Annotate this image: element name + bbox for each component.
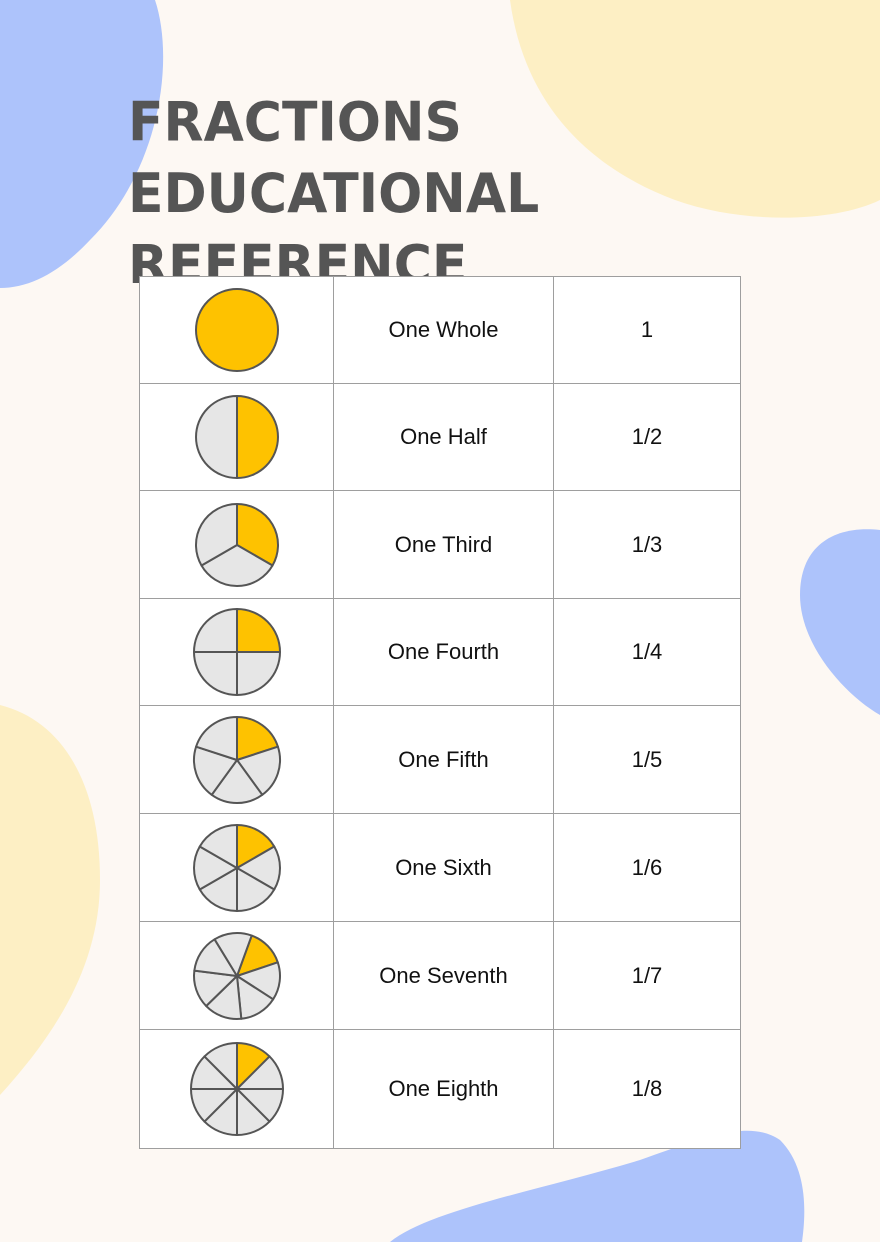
pie-slice-empty <box>192 608 238 653</box>
fraction-pie-cell <box>139 598 334 706</box>
pie-slice-empty <box>210 758 263 804</box>
table-row: One Sixth 1/6 <box>139 813 741 922</box>
decorative-blob-blue-top-left <box>0 0 164 288</box>
fraction-value: 1/5 <box>553 705 741 814</box>
pie-slice-empty <box>199 543 274 587</box>
fraction-name: One Eighth <box>333 1029 554 1149</box>
fraction-value: 1/2 <box>553 383 741 491</box>
pie-slice-empty <box>194 502 238 566</box>
page-title: Fractions Educational Reference <box>128 91 540 297</box>
fractions-table: One Whole 1 One Half 1/2 One Third 1/3 One Fou… <box>139 276 741 1149</box>
pie-slice-empty <box>235 745 281 796</box>
fraction-value: 1/4 <box>553 598 741 706</box>
pie-slice-empty <box>194 395 238 479</box>
fraction-pie-icon <box>189 1042 284 1136</box>
table-row: One Third 1/3 <box>139 490 741 599</box>
pie-slice-filled <box>235 608 281 653</box>
fraction-pie-icon <box>194 288 279 372</box>
table-row: One Eighth 1/8 <box>139 1029 741 1149</box>
fraction-name: One Fourth <box>333 598 554 706</box>
fraction-name: One Seventh <box>333 921 554 1030</box>
pie-slice-filled <box>235 395 279 479</box>
fraction-value: 1/8 <box>553 1029 741 1149</box>
fraction-name: One Fifth <box>333 705 554 814</box>
fraction-pie-cell <box>139 276 334 384</box>
decorative-blob-blue-right <box>800 529 880 715</box>
fraction-pie-icon <box>192 823 281 912</box>
table-row: One Fifth 1/5 <box>139 705 741 814</box>
fraction-pie-cell <box>139 1029 334 1149</box>
fraction-value: 1/7 <box>553 921 741 1030</box>
pie-slice-empty <box>235 651 281 696</box>
table-row: One Fourth 1/4 <box>139 598 741 706</box>
table-row: One Half 1/2 <box>139 383 741 491</box>
fraction-pie-cell <box>139 921 334 1030</box>
fraction-pie-icon <box>194 502 279 587</box>
pie-slice-empty <box>198 823 238 869</box>
fraction-value: 1 <box>553 276 741 384</box>
pie-slice-empty <box>192 745 238 796</box>
pie-slice-empty <box>213 931 253 977</box>
pie-slice-filled <box>194 288 279 372</box>
fraction-value: 1/6 <box>553 813 741 922</box>
fraction-pie-icon <box>192 608 281 696</box>
fraction-pie-icon <box>192 715 281 804</box>
table-row: One Seventh 1/7 <box>139 921 741 1030</box>
fraction-pie-cell <box>139 383 334 491</box>
table-row: One Whole 1 <box>139 276 741 384</box>
fraction-name: One Half <box>333 383 554 491</box>
fraction-pie-icon <box>192 931 281 1020</box>
decorative-blob-yellow-top-right <box>510 0 880 218</box>
fraction-name: One Whole <box>333 276 554 384</box>
fraction-value: 1/3 <box>553 490 741 599</box>
decorative-blob-blue-bottom <box>390 1130 805 1242</box>
pie-slice-empty <box>194 715 238 761</box>
pie-slice-empty <box>192 651 238 696</box>
fraction-pie-cell <box>139 705 334 814</box>
pie-slice-empty <box>202 1042 238 1090</box>
fraction-name: One Sixth <box>333 813 554 922</box>
fraction-pie-cell <box>139 490 334 599</box>
fraction-pie-icon <box>194 395 279 479</box>
fraction-name: One Third <box>333 490 554 599</box>
fraction-pie-cell <box>139 813 334 922</box>
decorative-blob-yellow-left <box>0 705 100 1095</box>
